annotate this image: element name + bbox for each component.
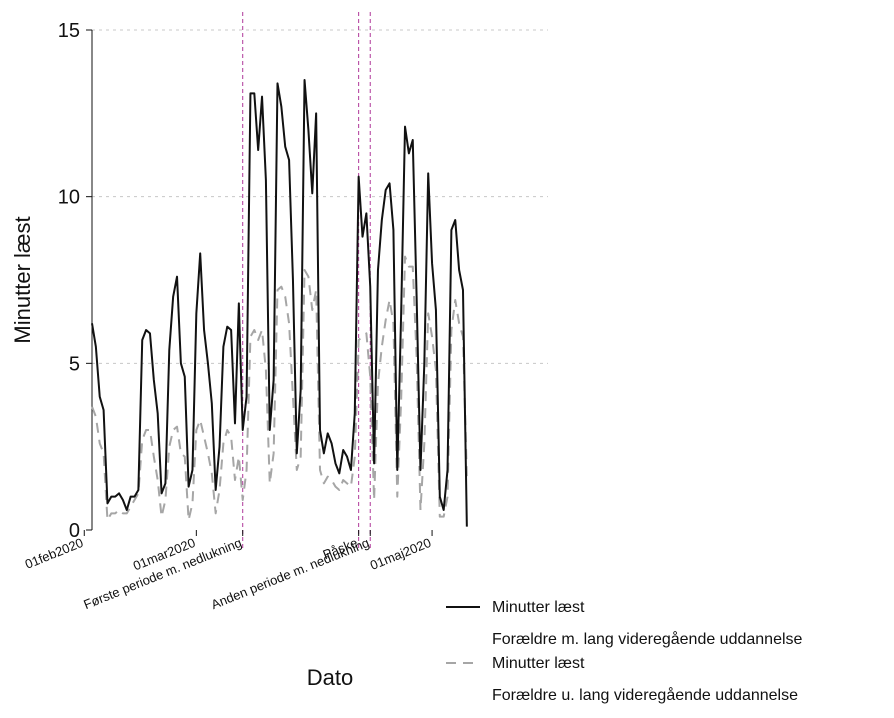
y-tick-label: 5 bbox=[69, 353, 80, 375]
legend-sublabel-2: Forældre u. lang videregående uddannelse bbox=[492, 686, 798, 704]
y-tick-label: 0 bbox=[69, 520, 80, 542]
x-tick-label: 01maj2020 bbox=[368, 535, 433, 573]
legend-sublabel-1: Forældre m. lang videregående uddannelse bbox=[492, 630, 803, 648]
legend-label-2: Minutter læst bbox=[492, 655, 585, 672]
x-axis-title: Dato bbox=[307, 665, 353, 690]
y-tick-label: 10 bbox=[58, 187, 80, 209]
y-tick-label: 15 bbox=[58, 20, 80, 42]
series-line-1 bbox=[91, 79, 468, 527]
y-axis-title: Minutter læst bbox=[10, 216, 35, 343]
series-layer bbox=[91, 79, 468, 527]
legend: Minutter læst Forældre m. lang videregåen… bbox=[446, 599, 803, 704]
legend-label-1: Minutter læst bbox=[492, 599, 585, 616]
grid bbox=[92, 29, 548, 364]
x-tick-label: 01feb2020 bbox=[23, 535, 86, 572]
series-line-2 bbox=[91, 255, 468, 521]
